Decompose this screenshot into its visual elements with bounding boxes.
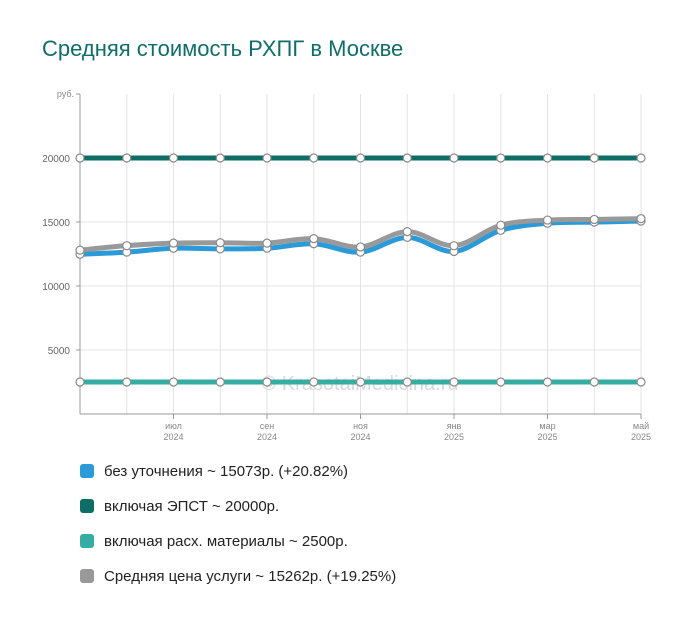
data-point	[122, 377, 132, 387]
legend-swatch	[80, 464, 94, 478]
y-tick-label: 20000	[42, 154, 70, 165]
data-point	[75, 153, 85, 163]
x-tick-label-month: мар	[539, 421, 555, 431]
y-axis-unit-label: руб.	[57, 89, 74, 99]
x-tick-label-month: сен	[260, 421, 275, 431]
x-tick-label-year: 2025	[444, 432, 464, 442]
legend-label: Средняя цена услуги ~ 15262р. (+19.25%)	[104, 567, 397, 585]
legend-item[interactable]: без уточнения ~ 15073р. (+20.82%)	[80, 462, 396, 480]
y-tick-label: 15000	[42, 218, 70, 229]
data-point	[496, 153, 506, 163]
data-point	[449, 241, 459, 251]
x-tick-label-year: 2025	[537, 432, 557, 442]
data-point	[496, 377, 506, 387]
data-point	[215, 153, 225, 163]
data-point	[309, 234, 319, 244]
legend-label: включая расх. материалы ~ 2500р.	[104, 532, 348, 550]
data-point	[402, 153, 412, 163]
data-point	[309, 153, 319, 163]
data-point	[75, 245, 85, 255]
data-point	[449, 153, 459, 163]
data-point	[589, 214, 599, 225]
data-point	[122, 153, 132, 163]
data-point	[355, 242, 366, 252]
x-tick-label-month: янв	[447, 421, 462, 431]
data-point	[122, 241, 132, 251]
axes: 5000100001500020000руб.июл2024сен2024ноя…	[42, 89, 651, 442]
x-tick-label-year: 2024	[163, 432, 183, 442]
data-point	[449, 377, 459, 387]
data-point	[215, 377, 225, 387]
legend-label: без уточнения ~ 15073р. (+20.82%)	[104, 462, 349, 480]
data-point	[542, 377, 553, 387]
y-tick-label: 10000	[42, 282, 70, 293]
data-point	[636, 377, 646, 387]
x-tick-label-month: июл	[165, 421, 182, 431]
data-point	[262, 377, 272, 387]
data-point	[402, 377, 412, 387]
data-point	[636, 214, 646, 224]
data-point	[589, 153, 599, 163]
line-chart: © KrasotaiMedicina.ru 500010000150002000…	[42, 89, 651, 442]
data-point	[262, 238, 272, 248]
data-point	[355, 153, 366, 163]
legend-swatch	[80, 499, 94, 513]
data-point	[542, 215, 553, 225]
x-tick-label-month: ноя	[353, 421, 368, 431]
x-tick-label-year: 2025	[631, 432, 651, 442]
data-points	[75, 153, 646, 387]
data-point	[636, 153, 646, 163]
legend-swatch	[80, 569, 94, 583]
data-point	[215, 238, 225, 248]
y-tick-label: 5000	[48, 346, 71, 357]
data-point	[75, 377, 85, 387]
legend-item[interactable]: Средняя цена услуги ~ 15262р. (+19.25%)	[80, 567, 396, 585]
chart-title: Средняя стоимость РХПГ в Москве	[42, 36, 404, 61]
x-tick-label-year: 2024	[257, 432, 277, 442]
legend-item[interactable]: включая ЭПСТ ~ 20000р.	[80, 497, 396, 515]
data-point	[355, 377, 366, 387]
data-point	[262, 153, 272, 163]
legend: без уточнения ~ 15073р. (+20.82%) включая…	[80, 462, 396, 602]
data-point	[402, 227, 412, 237]
data-point	[309, 377, 319, 387]
data-point	[168, 377, 179, 387]
data-point	[496, 220, 506, 230]
x-tick-label-year: 2024	[350, 432, 370, 442]
legend-swatch	[80, 534, 94, 548]
data-point	[168, 153, 179, 163]
data-point	[589, 377, 599, 387]
data-point	[168, 238, 179, 248]
x-tick-label-month: май	[633, 421, 649, 431]
legend-item[interactable]: включая расх. материалы ~ 2500р.	[80, 532, 396, 550]
legend-label: включая ЭПСТ ~ 20000р.	[104, 497, 280, 515]
data-point	[542, 153, 553, 163]
